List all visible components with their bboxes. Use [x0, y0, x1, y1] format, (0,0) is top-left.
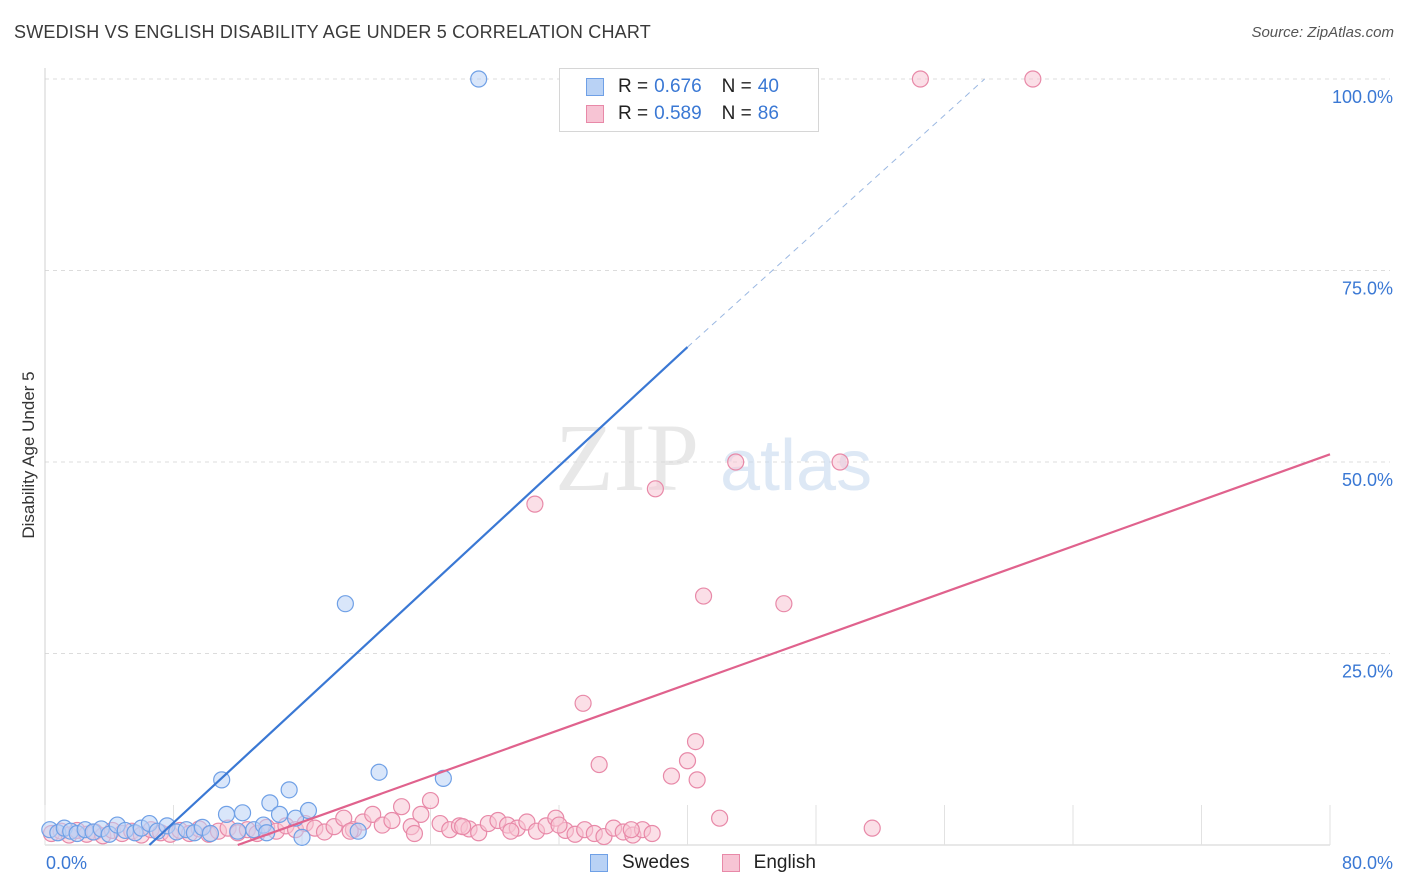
legend-row-swedes: R = 0.676 N = 40 — [586, 74, 779, 100]
watermark-zip: ZIP — [555, 404, 699, 511]
data-point — [590, 755, 608, 774]
swedes-points — [41, 70, 611, 846]
stats-legend: R = 0.676 N = 40 R = 0.589 N = 86 — [559, 68, 819, 132]
data-point — [405, 824, 424, 843]
legend-r-label: R = — [618, 76, 649, 97]
data-point — [383, 811, 401, 830]
data-point — [293, 828, 311, 846]
legend-n-label: N = — [721, 103, 752, 124]
data-point — [711, 809, 729, 827]
data-point — [1024, 70, 1042, 88]
chart-title: SWEDISH VS ENGLISH DISABILITY AGE UNDER … — [14, 22, 651, 42]
data-point — [646, 480, 664, 498]
data-point — [526, 495, 544, 513]
english-regression-line — [237, 453, 1331, 847]
english-points — [42, 70, 1042, 846]
source-label: Source: ZipAtlas.com — [1251, 24, 1394, 41]
data-point — [270, 805, 289, 823]
data-point — [727, 453, 745, 471]
data-point — [662, 767, 681, 785]
data-point — [201, 824, 220, 843]
y-tick-label: 25.0% — [1342, 662, 1393, 682]
data-point — [643, 824, 661, 843]
legend-label-english: English — [753, 852, 816, 873]
legend-n-value: 40 — [757, 76, 779, 97]
legend-r-value: 0.589 — [654, 103, 702, 124]
data-point — [370, 763, 388, 781]
data-point — [911, 70, 930, 88]
legend-swatch-english — [721, 854, 740, 872]
legend-swatch-swedes — [590, 854, 609, 872]
data-point — [336, 595, 354, 613]
y-tick-label: 50.0% — [1342, 470, 1393, 490]
legend-swatch-english — [586, 105, 604, 123]
swedes-regression-line — [148, 346, 689, 846]
data-point — [217, 805, 236, 823]
legend-n-value: 86 — [757, 103, 779, 124]
data-point — [421, 791, 440, 810]
grid-lines — [45, 78, 1390, 654]
data-point — [831, 453, 849, 471]
data-point — [412, 805, 430, 823]
x-tick-label: 0.0% — [46, 853, 87, 873]
legend-r-value: 0.676 — [654, 76, 702, 97]
data-point — [392, 798, 411, 816]
data-point — [280, 781, 298, 799]
y-tick-label: 100.0% — [1332, 87, 1393, 107]
data-point — [470, 70, 488, 88]
data-point — [863, 819, 881, 837]
swedes-regression-extension — [687, 78, 985, 348]
data-point — [454, 818, 472, 836]
data-point — [299, 801, 318, 820]
data-point — [229, 822, 247, 840]
legend-n-label: N = — [721, 76, 752, 97]
legend-swatch-swedes — [586, 78, 604, 96]
data-point — [502, 822, 520, 840]
legend-label-swedes: Swedes — [622, 852, 690, 873]
data-point — [349, 822, 367, 840]
series-legend: Swedes English — [0, 852, 1406, 874]
data-point — [261, 794, 279, 812]
data-point — [775, 595, 793, 613]
tick-labels: 25.0% 50.0% 75.0% 100.0% 0.0% 80.0% — [46, 87, 1393, 873]
legend-item-swedes[interactable]: Swedes — [590, 852, 690, 874]
data-point — [678, 752, 697, 770]
y-tick-label: 75.0% — [1342, 279, 1393, 299]
data-point — [622, 821, 640, 839]
data-point — [550, 816, 568, 834]
data-point — [574, 694, 592, 712]
data-point — [233, 804, 252, 822]
regression-lines — [148, 78, 1331, 847]
legend-r-label: R = — [618, 103, 649, 124]
legend-row-english: R = 0.589 N = 86 — [586, 101, 779, 127]
legend-item-english[interactable]: English — [721, 852, 816, 874]
x-tick-label: 80.0% — [1342, 853, 1393, 873]
data-point — [694, 587, 713, 605]
y-axis-label: Disability Age Under 5 — [19, 371, 38, 538]
data-point — [364, 805, 382, 823]
watermark: ZIP atlas — [555, 404, 872, 511]
data-point — [686, 732, 705, 751]
data-point — [688, 771, 706, 789]
